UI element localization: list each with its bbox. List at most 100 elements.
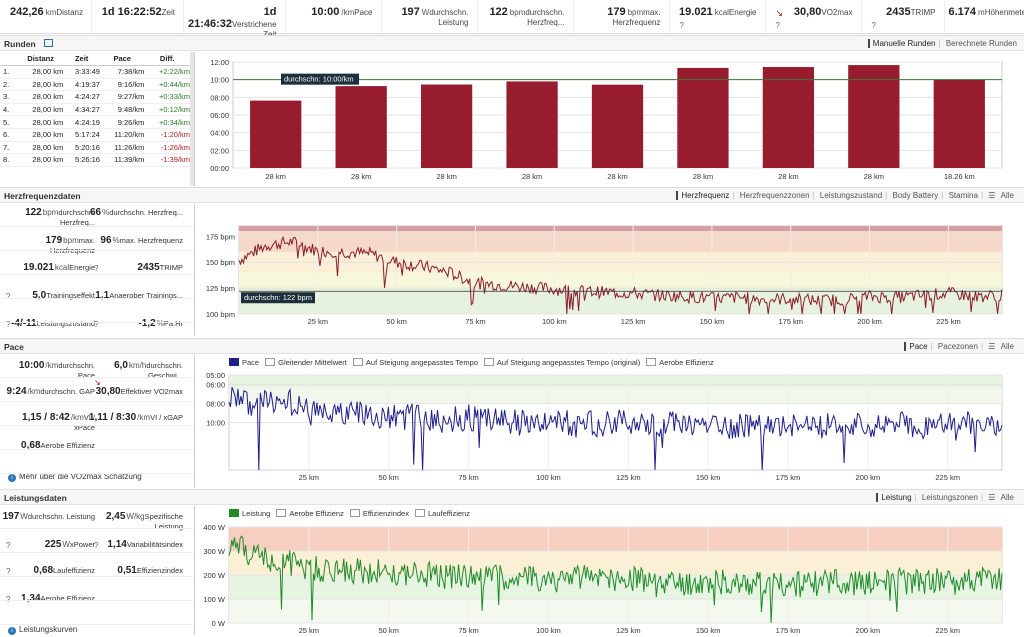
metric-value: 66% bbox=[90, 207, 109, 218]
y-tick-label: 400 W bbox=[203, 523, 226, 532]
metric-value: 179bpm bbox=[45, 235, 78, 246]
lap-bar[interactable] bbox=[250, 101, 301, 168]
lap-diff: +0:34/km bbox=[144, 116, 190, 129]
y-tick-label: 06:00 bbox=[206, 381, 225, 390]
metric-value-text: -1,2 bbox=[138, 318, 155, 329]
lap-diff: +0:33/km bbox=[144, 91, 190, 104]
legend-item[interactable]: Effizienzindex bbox=[350, 509, 409, 518]
y-tick-label: 100 bpm bbox=[206, 310, 235, 319]
lap-bar[interactable] bbox=[506, 81, 557, 168]
lap-bar[interactable] bbox=[421, 85, 472, 168]
tab-performance-condition[interactable]: Leistungszustand bbox=[817, 191, 885, 200]
laps-col-distance[interactable]: Distanz bbox=[18, 52, 63, 66]
lap-index: 6. bbox=[0, 128, 18, 141]
legend-swatch bbox=[350, 509, 360, 517]
lap-distance: 28,00 km bbox=[18, 141, 63, 154]
tab-pace-zones[interactable]: Pacezonen bbox=[935, 342, 981, 351]
lap-bar[interactable] bbox=[336, 86, 387, 168]
laps-col-time[interactable]: Zeit bbox=[63, 52, 100, 66]
x-tick-label: 175 km bbox=[776, 473, 801, 482]
laps-col-index bbox=[0, 52, 18, 66]
lap-bar[interactable] bbox=[592, 85, 643, 168]
stat-label: Energie bbox=[729, 8, 757, 17]
y-tick-label: 00:00 bbox=[210, 164, 229, 173]
lap-bar[interactable] bbox=[677, 68, 728, 168]
tab-computed-laps[interactable]: Berechnete Runden bbox=[943, 39, 1020, 48]
chart-icon[interactable] bbox=[44, 39, 53, 47]
metric-value-text: 2,45 bbox=[106, 511, 125, 522]
metric-unit: /km bbox=[28, 387, 41, 396]
x-tick-label: 175 km bbox=[778, 317, 803, 326]
laps-col-diff[interactable]: Diff. bbox=[144, 52, 190, 66]
tab-pace[interactable]: Pace bbox=[904, 342, 930, 351]
lap-distance: 28,00 km bbox=[18, 154, 63, 167]
x-tick-label: 28 km bbox=[607, 172, 627, 181]
tab-pace-all[interactable]: ☰ Alle bbox=[985, 342, 1020, 351]
tab-heart-rate-zones[interactable]: Herzfrequenzzonen bbox=[737, 191, 813, 200]
stat-unit: /km bbox=[341, 8, 354, 17]
legend-item[interactable]: Gleitender Mittelwert bbox=[265, 358, 347, 367]
metric-4: 19.021kcalEnergie bbox=[0, 262, 95, 273]
lap-index: 1. bbox=[0, 66, 18, 79]
x-tick-label: 28 km bbox=[266, 172, 286, 181]
legend-item[interactable]: Auf Steigung angepasstes Tempo bbox=[353, 358, 478, 367]
x-tick-label: 25 km bbox=[299, 473, 319, 482]
tab-heart-all[interactable]: ☰ Alle bbox=[985, 191, 1020, 200]
tab-power-zones[interactable]: Leistungszonen bbox=[919, 493, 981, 502]
metric-label: durchschn. Leistung bbox=[28, 512, 95, 521]
legend-item[interactable]: Laufeffizienz bbox=[415, 509, 470, 518]
metric-7: 1,1Anaerober Trainings... bbox=[88, 290, 183, 301]
help-icon: ? bbox=[776, 21, 780, 30]
lap-bar[interactable] bbox=[763, 67, 814, 168]
metric-label: Aerobe Effizienz bbox=[41, 594, 95, 603]
y-tick-label: 10:00 bbox=[206, 419, 225, 428]
metric-value: 1,1 bbox=[95, 290, 109, 301]
legend-item[interactable]: Aerobe Effizienz bbox=[646, 358, 713, 367]
x-tick-label: 100 km bbox=[536, 626, 561, 635]
metric-value: 2435 bbox=[137, 262, 159, 273]
tab-heart-rate[interactable]: Herzfrequenz bbox=[676, 191, 732, 200]
x-tick-label: 28 km bbox=[864, 172, 884, 181]
legend-label: Gleitender Mittelwert bbox=[278, 358, 347, 367]
legend-item[interactable]: Auf Steigung angepasstes Tempo (original… bbox=[484, 358, 640, 367]
lap-bar[interactable] bbox=[848, 65, 899, 168]
stat-vo2max: 30,80VO2max?↘ bbox=[766, 0, 862, 33]
laps-col-pace[interactable]: Pace bbox=[100, 52, 144, 66]
metric-value-text: 225 bbox=[45, 539, 62, 550]
lap-bar[interactable] bbox=[934, 80, 985, 168]
legend-item[interactable]: Pace bbox=[229, 358, 259, 367]
lap-diff: -1:39/km bbox=[144, 154, 190, 167]
lap-pace: 9:48/km bbox=[100, 103, 144, 116]
tab-body-battery[interactable]: Body Battery bbox=[889, 191, 941, 200]
lap-pace: 11:39/km bbox=[100, 154, 144, 167]
stat-value: 10:00/km bbox=[311, 6, 354, 18]
legend-item[interactable]: Leistung bbox=[229, 509, 270, 518]
legend-label: Auf Steigung angepasstes Tempo bbox=[366, 358, 478, 367]
tab-power[interactable]: Leistung bbox=[876, 493, 914, 502]
tab-power-all[interactable]: ☰ Alle bbox=[985, 493, 1020, 502]
x-tick-label: 28 km bbox=[693, 172, 713, 181]
tab-stamina[interactable]: Stamina bbox=[946, 191, 981, 200]
laps-scrollbar[interactable] bbox=[190, 52, 194, 186]
tab-manual-laps[interactable]: Manuelle Runden bbox=[868, 39, 939, 48]
x-tick-label: 125 km bbox=[616, 473, 641, 482]
legend-swatch bbox=[646, 358, 656, 366]
stat-value-text: 122 bbox=[489, 6, 507, 18]
x-tick-label: 225 km bbox=[935, 626, 960, 635]
legend-item[interactable]: Aerobe Effizienz bbox=[276, 509, 343, 518]
lap-distance: 28,00 km bbox=[18, 103, 63, 116]
legend-swatch bbox=[276, 509, 286, 517]
help-icon: ? bbox=[872, 21, 876, 30]
lap-pace: 11:26/km bbox=[100, 141, 144, 154]
